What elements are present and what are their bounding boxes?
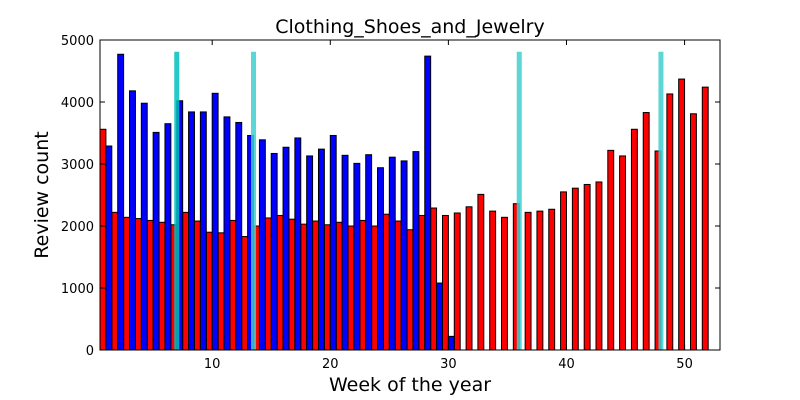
plot-frame — [99, 39, 721, 351]
bar-series2-week-4 — [140, 102, 148, 351]
bar-series1-week-30 — [441, 214, 449, 351]
bar-series1-week-13 — [241, 236, 249, 351]
y-axis-label: Review count — [31, 131, 53, 258]
bar-series2-week-1 — [105, 145, 113, 351]
bar-series2-week-27 — [412, 151, 420, 351]
bar-series2-week-25 — [388, 156, 396, 351]
bar-series1-week-41 — [571, 187, 579, 351]
bar-series1-week-33 — [477, 193, 485, 351]
x-tick-label: 30 — [440, 357, 457, 372]
x-tick-label: 20 — [322, 357, 339, 372]
bar-series1-week-8 — [182, 211, 190, 351]
bar-series1-week-19 — [312, 220, 319, 351]
chart-title: Clothing_Shoes_and_Jewelry — [275, 16, 544, 38]
bar-series1-week-2 — [111, 211, 119, 351]
x-tick-label: 50 — [676, 357, 693, 372]
bar-series1-week-50 — [678, 78, 686, 351]
bar-series2-week-8 — [188, 111, 195, 351]
bar-series2-week-6 — [164, 123, 172, 351]
bar-series2-week-18 — [306, 155, 314, 351]
bar-series1-week-35 — [501, 216, 508, 351]
y-tick-label: 5000 — [61, 34, 94, 49]
y-tick-label: 4000 — [61, 96, 94, 111]
bar-series2-week-3 — [129, 90, 136, 351]
bar-series1-week-6 — [158, 221, 166, 351]
x-tick-label: 40 — [558, 357, 575, 372]
bar-series1-week-52 — [701, 86, 709, 351]
bar-series1-week-4 — [134, 218, 142, 351]
bar-series2-week-14 — [258, 139, 266, 351]
bar-series1-week-11 — [217, 232, 225, 351]
bar-series1-week-25 — [382, 213, 390, 351]
bar-series1-week-1 — [99, 128, 107, 351]
y-tick-label: 3000 — [61, 158, 94, 173]
bar-series1-week-28 — [418, 214, 426, 351]
x-axis-label: Week of the year — [329, 374, 491, 396]
bar-series1-week-12 — [229, 219, 237, 351]
bar-series1-week-32 — [465, 206, 473, 351]
bar-series1-week-31 — [453, 212, 461, 351]
bar-series2-week-2 — [117, 53, 125, 351]
bar-series1-week-49 — [666, 93, 674, 351]
bar-series1-week-18 — [300, 223, 308, 351]
bar-series1-week-20 — [323, 224, 331, 351]
bar-series1-week-10 — [205, 231, 213, 351]
bar-series2-week-28 — [424, 55, 432, 351]
bar-series2-week-30 — [447, 335, 455, 351]
bar-series1-week-16 — [276, 214, 284, 351]
bar-series2-week-9 — [199, 111, 207, 351]
bar-series2-week-19 — [317, 148, 325, 351]
bar-series1-week-37 — [524, 211, 532, 351]
bar-series1-week-21 — [335, 221, 343, 351]
bar-series2-week-22 — [353, 162, 361, 351]
bar-series1-week-26 — [394, 220, 402, 351]
bar-series1-week-27 — [406, 229, 414, 351]
y-tick-label: 2000 — [61, 220, 94, 235]
bar-series1-week-17 — [288, 218, 296, 351]
bar-series1-week-9 — [193, 220, 201, 351]
y-tick-label: 1000 — [61, 282, 94, 297]
bar-series1-week-23 — [359, 219, 367, 351]
bar-series2-week-23 — [365, 154, 373, 351]
bar-series1-week-38 — [536, 210, 544, 351]
bar-series1-week-22 — [347, 225, 355, 351]
bar-series1-week-45 — [619, 155, 627, 351]
bar-series2-week-29 — [436, 282, 443, 351]
bar-series2-week-5 — [152, 131, 160, 351]
y-tick-label: 0 — [86, 344, 94, 359]
bar-series1-week-39 — [548, 208, 556, 351]
bar-series2-week-21 — [341, 154, 349, 351]
bar-series2-week-15 — [270, 152, 278, 351]
bar-series2-week-11 — [223, 116, 231, 351]
markers-layer — [174, 51, 664, 350]
bar-series1-week-29 — [430, 207, 438, 351]
bar-series1-week-44 — [607, 149, 615, 351]
bar-series1-week-3 — [123, 216, 131, 351]
bar-series2-week-20 — [329, 134, 337, 351]
bar-series2-week-10 — [211, 92, 219, 351]
bar-series1-week-51 — [689, 113, 697, 351]
bar-series1-week-46 — [630, 128, 638, 351]
bar-series2-week-12 — [235, 121, 243, 351]
bar-series2-week-17 — [294, 137, 302, 351]
bar-series2-week-16 — [282, 146, 290, 351]
bar-series1-week-5 — [146, 219, 154, 351]
x-tick-label: 10 — [204, 357, 221, 372]
bar-series1-week-47 — [642, 112, 650, 351]
bar-series1-week-24 — [371, 225, 379, 351]
bar-series1-week-34 — [489, 210, 497, 351]
bar-series1-week-43 — [595, 181, 603, 351]
ticks-layer: 0 1000 2000 3000 4000 5000 10 20 30 40 50 — [61, 34, 720, 372]
bar-series2-week-26 — [400, 160, 408, 351]
bar-series1-week-15 — [264, 217, 272, 351]
bar-series1-week-42 — [583, 183, 591, 351]
bar-series1-week-40 — [560, 191, 567, 351]
bar-series2-week-24 — [377, 167, 384, 351]
